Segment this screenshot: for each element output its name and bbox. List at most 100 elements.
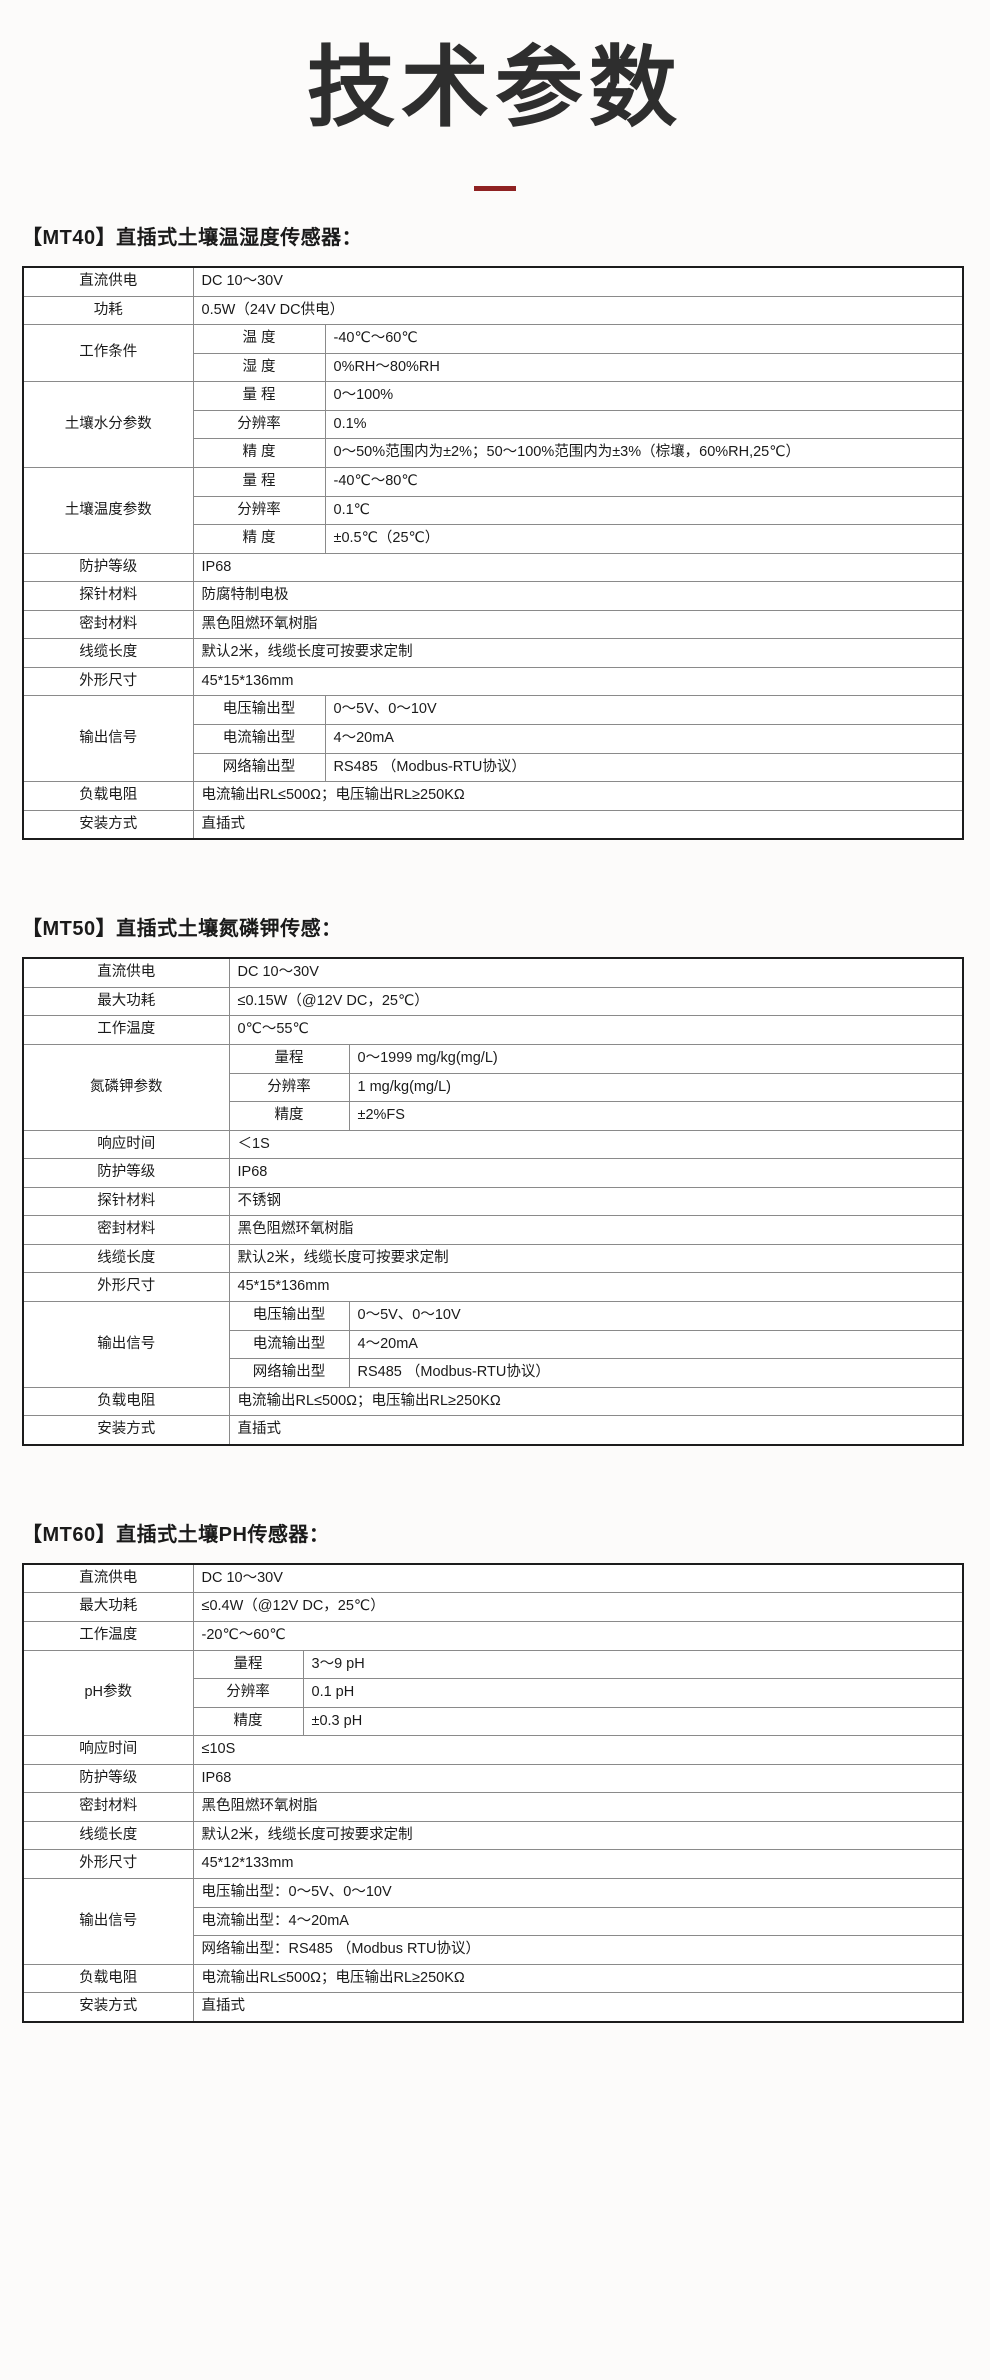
spec-key: 密封材料	[22, 1792, 194, 1822]
spec-subkey: 温 度	[192, 324, 326, 354]
spec-value: 默认2米，线缆长度可按要求定制	[192, 638, 964, 668]
table-row: 密封材料 黑色阻燃环氧树脂	[22, 1792, 964, 1822]
table-row: 探针材料 防腐特制电极	[22, 581, 964, 611]
spec-subkey: 量 程	[192, 466, 326, 497]
spec-value: 黑色阻燃环氧树脂	[228, 1215, 964, 1245]
spec-value: 1 mg/kg(mg/L)	[348, 1072, 964, 1103]
spec-table: 直流供电 DC 10～30V 最大功耗 ≤0.15W（@12V DC，25℃） 工作温度…	[22, 957, 964, 1446]
spec-subkey: 电压输出型	[192, 695, 326, 725]
table-row: 防护等级 IP68	[22, 552, 964, 583]
spec-value: -40℃～60℃	[324, 324, 964, 354]
table-row: 工作温度 -20℃～60℃	[22, 1620, 964, 1651]
spec-key: 工作温度	[22, 1015, 230, 1045]
spec-value: 电流输出RL≤500Ω；电压输出RL≥250KΩ	[192, 1963, 964, 1994]
spec-subkey: 精度	[192, 1706, 304, 1737]
table-row: 外形尺寸 45*12*133mm	[22, 1849, 964, 1879]
table-row: 输出信号 电压输出型 0～5V、0～10V	[22, 695, 964, 783]
spec-value: 电压输出型：0～5V、0～10V	[192, 1878, 964, 1908]
spec-section: 【MT40】直插式土壤温湿度传感器： 直流供电 DC 10～30V 功耗 0.5W（24…	[22, 221, 968, 912]
spec-value: ＜1S	[228, 1129, 964, 1160]
table-row: 直流供电 DC 10～30V	[22, 266, 964, 297]
spec-key: 功耗	[22, 295, 194, 326]
spec-subkey: 分辨率	[192, 495, 326, 526]
spacer	[0, 191, 990, 221]
table-row: 分辨率 0.1%	[23, 409, 964, 440]
table-row: 网络输出型 RS485 （Modbus-RTU协议）	[23, 752, 964, 783]
spec-key: 响应时间	[22, 1129, 230, 1160]
spec-value: ±0.5℃（25℃）	[324, 524, 964, 554]
section-heading: 【MT40】直插式土壤温湿度传感器：	[22, 227, 363, 249]
spec-key: 土壤水分参数	[22, 381, 194, 468]
spec-key: 最大功耗	[22, 986, 230, 1017]
spec-value: 0～5V、0～10V	[348, 1301, 964, 1331]
spec-value: IP68	[228, 1158, 964, 1188]
spec-key: 线缆长度	[22, 1243, 230, 1274]
spec-subkey: 分辨率	[192, 1678, 304, 1708]
spec-key: 探针材料	[22, 581, 194, 611]
spec-subkey: 量程	[228, 1043, 350, 1074]
table-row: 负载电阻 电流输出RL≤500Ω；电压输出RL≥250KΩ	[22, 781, 964, 811]
spacer	[22, 840, 968, 912]
spec-key: 线缆长度	[22, 1820, 194, 1851]
spec-key: 工作条件	[22, 324, 194, 383]
spec-value: 4～20mA	[348, 1329, 964, 1360]
spec-key: 安装方式	[22, 1992, 194, 2023]
spec-value: 直插式	[192, 809, 964, 840]
spec-key: 防护等级	[22, 1763, 194, 1794]
table-row: 响应时间 ＜1S	[22, 1129, 964, 1160]
spec-value: ≤10S	[192, 1735, 964, 1765]
table-row: 工作条件温 度 -40℃～60℃	[22, 324, 964, 383]
spec-key: 直流供电	[22, 957, 230, 988]
spec-key: 探针材料	[22, 1186, 230, 1217]
spec-key: 防护等级	[22, 552, 194, 583]
spec-value: ≤0.4W（@12V DC，25℃）	[192, 1592, 964, 1622]
spec-value: 45*15*136mm	[192, 666, 964, 697]
spec-sections-container: 【MT40】直插式土壤温湿度传感器： 直流供电 DC 10～30V 功耗 0.5W（24…	[0, 221, 990, 2053]
spec-key: 密封材料	[22, 609, 194, 640]
spec-value: ≤0.15W（@12V DC，25℃）	[228, 986, 964, 1017]
spec-value: 0℃～55℃	[228, 1015, 964, 1045]
section-heading: 【MT60】直插式土壤PH传感器：	[22, 1523, 330, 1546]
table-row: 安装方式 直插式	[22, 1415, 964, 1446]
spec-value: 0～1999 mg/kg(mg/L)	[348, 1043, 964, 1074]
table-row: 土壤水分参数量 程 0～100%	[22, 381, 964, 468]
spec-subkey: 量程	[192, 1649, 304, 1680]
table-row: 负载电阻 电流输出RL≤500Ω；电压输出RL≥250KΩ	[22, 1386, 964, 1417]
spec-subkey: 电压输出型	[228, 1301, 350, 1331]
spec-value: 45*12*133mm	[192, 1849, 964, 1879]
spec-key: 直流供电	[22, 266, 194, 297]
spec-subkey: 量 程	[192, 381, 326, 411]
spec-section: 【MT60】直插式土壤PH传感器： 直流供电 DC 10～30V 最大功耗 ≤0.4W（…	[22, 1518, 968, 2053]
spec-value: 黑色阻燃环氧树脂	[192, 1792, 964, 1822]
spec-value: 0～50%范围内为±2%；50～100%范围内为±3%（棕壤，60%RH,25℃…	[324, 438, 964, 468]
table-row: 线缆长度 默认2米，线缆长度可按要求定制	[22, 1243, 964, 1274]
table-row: 最大功耗 ≤0.15W（@12V DC，25℃）	[22, 986, 964, 1017]
spec-value: DC 10～30V	[192, 266, 964, 297]
spec-value: 0.1 pH	[302, 1678, 964, 1708]
table-row: pH参数 量程 3～9 pH	[22, 1649, 964, 1737]
table-row: 电流输出型：4～20mA	[23, 1906, 964, 1937]
spec-key: 工作温度	[22, 1620, 194, 1651]
hero-header: 技术参数	[0, 0, 990, 191]
spec-key: 密封材料	[22, 1215, 230, 1245]
table-row: 直流供电 DC 10～30V	[22, 1563, 964, 1594]
spec-table: 直流供电 DC 10～30V 最大功耗 ≤0.4W（@12V DC，25℃） 工作温度 -…	[22, 1562, 964, 2023]
spec-key: 外形尺寸	[22, 1849, 194, 1879]
table-row: 输出信号 电压输出型：0～5V、0～10V	[22, 1878, 964, 1965]
table-row: 外形尺寸 45*15*136mm	[22, 666, 964, 697]
spec-subkey: 湿 度	[192, 352, 326, 383]
table-row: 外形尺寸 45*15*136mm	[22, 1272, 964, 1302]
spec-value: RS485 （Modbus-RTU协议）	[324, 752, 964, 783]
spec-value: ±0.3 pH	[302, 1706, 964, 1737]
spacer	[22, 250, 968, 266]
spec-key: 外形尺寸	[22, 666, 194, 697]
spec-key: 氮磷钾参数	[22, 1043, 230, 1131]
table-row: 直流供电 DC 10～30V	[22, 957, 964, 988]
table-row: 分辨率 0.1 pH	[23, 1678, 964, 1708]
spec-value: 0.1℃	[324, 495, 964, 526]
spec-value: RS485 （Modbus-RTU协议）	[348, 1358, 964, 1388]
table-row: 电流输出型 4～20mA	[23, 724, 964, 754]
table-row: 安装方式 直插式	[22, 809, 964, 840]
spec-value: 直插式	[228, 1415, 964, 1446]
spec-key: pH参数	[22, 1649, 194, 1737]
